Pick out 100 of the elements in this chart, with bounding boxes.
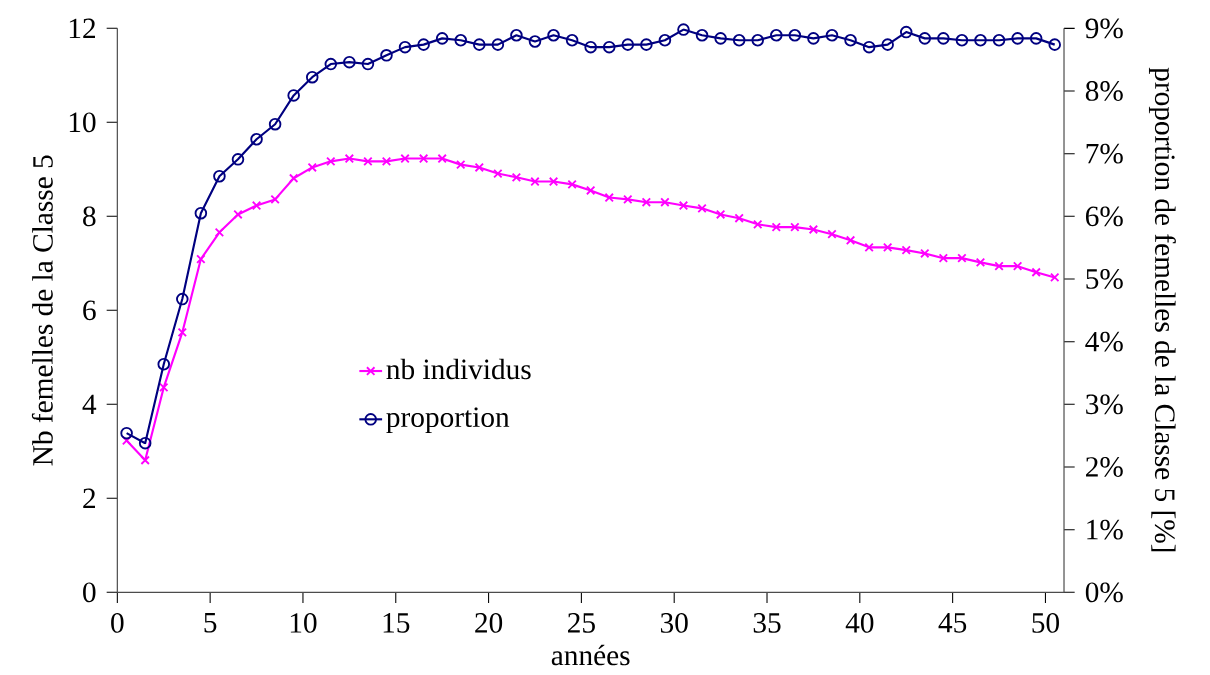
point — [473, 38, 486, 51]
point — [343, 55, 356, 69]
y-tick-label: 6 — [83, 300, 96, 321]
y2-tick-label: 6% — [1085, 206, 1123, 227]
point — [326, 156, 336, 167]
point — [788, 28, 802, 42]
point — [994, 261, 1004, 271]
point — [437, 153, 447, 164]
point — [251, 200, 262, 211]
y2-tick-label: 9% — [1085, 18, 1123, 39]
point — [584, 40, 597, 54]
point — [751, 33, 764, 47]
point — [361, 57, 375, 71]
point — [992, 33, 1006, 47]
point — [456, 159, 466, 170]
point — [695, 28, 709, 42]
y-tick-label: 4 — [82, 394, 97, 414]
point — [435, 32, 449, 45]
point — [231, 153, 245, 166]
point — [641, 197, 652, 207]
point — [715, 209, 726, 220]
point — [732, 33, 746, 47]
y2-tick-label: 8% — [1085, 81, 1123, 101]
point — [305, 70, 319, 84]
point — [159, 382, 169, 393]
x-tick-label: 40 — [845, 613, 874, 633]
point — [567, 179, 577, 190]
point — [807, 32, 820, 45]
point — [140, 455, 150, 465]
y-tick-label: 8 — [83, 206, 96, 227]
point — [418, 153, 429, 164]
y-tick-label: 10 — [69, 112, 96, 133]
y2-tick-label: 1% — [1087, 519, 1123, 540]
point — [214, 227, 225, 238]
x-tick-label: 15 — [383, 613, 410, 633]
point — [660, 197, 670, 207]
point — [400, 153, 410, 164]
point — [344, 153, 355, 164]
point — [957, 253, 967, 263]
point — [565, 33, 579, 47]
point — [530, 176, 540, 187]
y2-tick-label: 2% — [1086, 457, 1123, 477]
point — [845, 235, 856, 246]
point — [548, 176, 559, 187]
point — [363, 156, 373, 167]
point — [864, 242, 874, 253]
point — [1011, 32, 1024, 45]
point — [975, 257, 986, 268]
x-tick-label: 5 — [204, 613, 217, 633]
y2-tick-label: 3% — [1086, 394, 1123, 415]
point — [827, 229, 837, 239]
y2-tick-label: 4% — [1085, 331, 1123, 352]
point — [196, 254, 206, 264]
point — [697, 203, 707, 214]
point — [454, 33, 468, 47]
point — [937, 32, 950, 45]
point — [938, 253, 949, 263]
x-tick-label: 10 — [290, 613, 317, 633]
x-tick-label: 25 — [568, 613, 595, 633]
point — [417, 38, 430, 51]
x-tick-label: 30 — [660, 613, 688, 633]
point — [955, 33, 969, 47]
point — [176, 292, 189, 306]
y-tick-label: 12 — [69, 18, 95, 39]
y2-tick-label: 7% — [1086, 143, 1123, 164]
point — [1048, 38, 1061, 51]
point — [194, 206, 208, 220]
point — [770, 28, 783, 42]
y-axis-title: Nb femelles de la Classe 5 — [31, 155, 53, 466]
point — [714, 32, 727, 45]
point — [585, 185, 596, 196]
y2-tick-label: 5% — [1086, 269, 1123, 289]
point — [120, 426, 133, 440]
point — [901, 245, 911, 255]
point — [790, 222, 800, 232]
point — [1012, 261, 1023, 271]
point — [493, 168, 503, 179]
point — [233, 209, 243, 220]
point — [157, 357, 171, 371]
point — [381, 156, 392, 167]
point — [177, 327, 188, 338]
point — [1050, 272, 1060, 283]
point — [918, 32, 932, 45]
point — [808, 224, 819, 235]
point — [602, 40, 616, 54]
point — [882, 242, 893, 253]
point — [844, 33, 857, 47]
y2-tick-label: 0% — [1085, 582, 1123, 603]
point — [528, 35, 542, 48]
point — [677, 23, 690, 36]
point — [1029, 32, 1043, 45]
point — [899, 25, 913, 39]
point — [288, 173, 299, 183]
x-tick-label: 0 — [111, 613, 124, 633]
point — [771, 222, 781, 232]
point — [640, 38, 653, 51]
point — [547, 28, 560, 42]
point — [825, 28, 839, 42]
y-tick-label: 0 — [83, 582, 96, 603]
point — [270, 194, 280, 205]
